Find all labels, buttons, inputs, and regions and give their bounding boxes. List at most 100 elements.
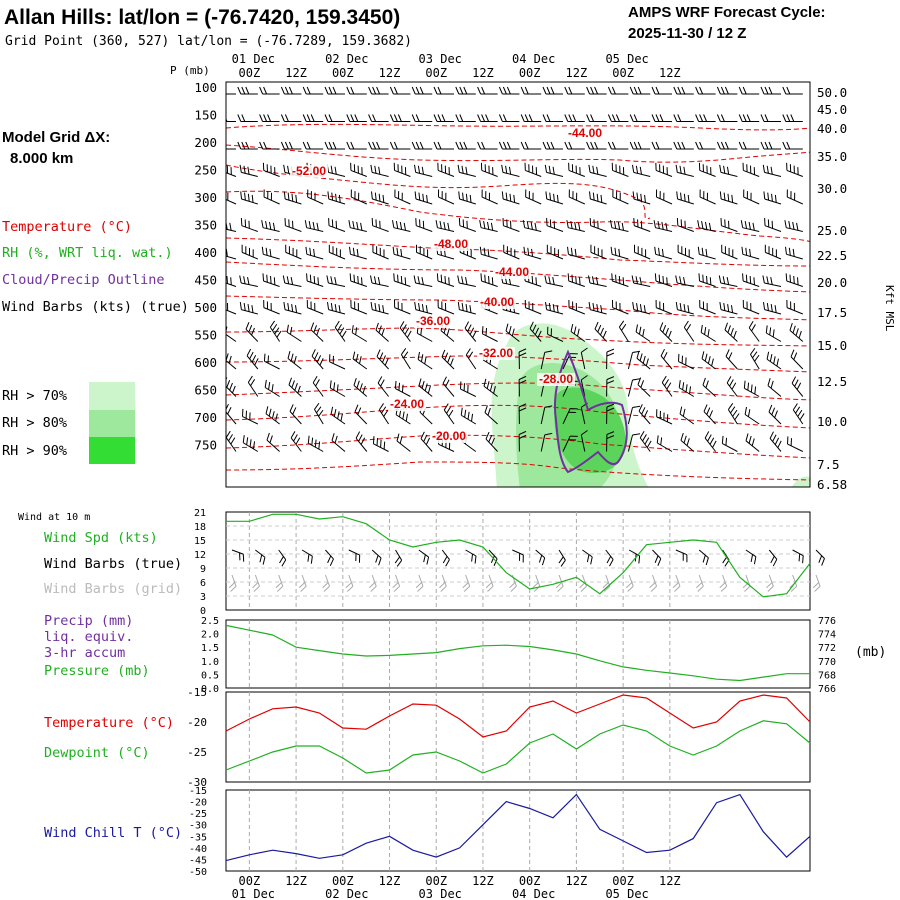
cross-section-frame xyxy=(225,81,811,488)
wind-barb xyxy=(542,114,563,122)
barb-flag xyxy=(485,582,493,589)
barb-flag xyxy=(786,86,791,95)
barb-flag xyxy=(353,164,356,172)
barb-flag xyxy=(252,582,259,589)
wind-barb xyxy=(498,141,520,150)
barb-staff xyxy=(226,280,237,287)
barb-flag xyxy=(472,330,477,338)
barb-flag xyxy=(306,114,311,122)
wind-barb xyxy=(505,323,520,342)
barb-flag xyxy=(350,141,355,150)
bottom-tick-label: 12Z xyxy=(566,874,588,888)
barb-flag xyxy=(423,247,425,256)
barb-flag xyxy=(724,559,730,567)
barb-flag xyxy=(505,192,508,201)
barb-flag xyxy=(221,275,226,283)
barb-flag xyxy=(324,141,329,150)
bottom-tick-label: 00Z xyxy=(519,874,541,888)
barb-flag xyxy=(655,300,657,308)
barb-staff xyxy=(594,328,607,342)
barb-flag xyxy=(706,275,708,284)
wind-barb xyxy=(261,220,280,232)
barb-flag xyxy=(796,382,802,390)
barb-staff xyxy=(441,574,447,587)
barb-flag xyxy=(253,441,256,449)
wind-barb xyxy=(437,162,455,177)
wind-barb xyxy=(237,114,258,122)
barb-staff xyxy=(241,198,258,205)
barb-flag xyxy=(799,413,805,421)
barb-flag xyxy=(526,220,530,229)
barb-flag xyxy=(744,220,748,229)
barb-flag xyxy=(462,582,469,589)
barb-flag xyxy=(416,244,418,253)
barb-staff xyxy=(355,437,368,452)
barb-flag xyxy=(703,191,705,199)
barb-staff xyxy=(328,225,346,232)
barb-flag xyxy=(221,248,226,256)
barb-staff xyxy=(634,251,651,260)
wind-barb xyxy=(812,574,821,592)
barb-flag xyxy=(288,377,293,386)
wind-barb xyxy=(602,574,611,592)
barb-flag xyxy=(686,438,690,446)
barb-flag xyxy=(745,247,748,256)
barb-flag xyxy=(292,247,294,256)
wind-barb xyxy=(767,378,782,397)
wind-barb xyxy=(764,244,782,260)
wind-barb xyxy=(652,549,662,566)
barb-flag xyxy=(556,194,559,203)
barb-flag xyxy=(701,247,704,256)
top-day-label: 03 Dec xyxy=(419,52,462,66)
barb-flag xyxy=(518,375,527,380)
wind-barb xyxy=(750,347,760,370)
barb-flag xyxy=(226,403,229,412)
barb-flag xyxy=(398,382,401,391)
pressure-right-tick-label: 774 xyxy=(818,630,836,641)
barb-flag xyxy=(793,303,795,311)
barb-flag xyxy=(784,220,787,228)
barb-flag xyxy=(751,324,756,332)
barb-flag xyxy=(734,413,740,421)
barb-flag xyxy=(619,165,621,174)
barb-staff xyxy=(437,280,455,287)
barb-flag xyxy=(393,141,398,150)
barb-staff xyxy=(627,352,633,370)
barb-staff xyxy=(562,435,571,452)
barb-staff xyxy=(241,171,258,177)
barb-staff xyxy=(745,574,751,587)
wind-barb xyxy=(720,218,738,232)
wind-barb xyxy=(627,378,641,397)
barb-flag xyxy=(354,114,359,122)
barb-flag xyxy=(743,380,746,389)
barb-flag xyxy=(337,411,340,419)
barb-flag xyxy=(226,353,229,361)
barb-staff xyxy=(633,309,651,315)
pressure-right-tick-label: 768 xyxy=(818,670,836,681)
barb-flag xyxy=(621,323,627,331)
barb-flag xyxy=(289,404,294,412)
wind-barb xyxy=(346,86,367,95)
barb-flag xyxy=(631,275,635,284)
wind-barb xyxy=(672,574,681,592)
kft-tick-label: 30.0 xyxy=(817,181,847,196)
barb-flag xyxy=(782,141,787,150)
barb-flag xyxy=(261,220,264,228)
wind-barb xyxy=(240,191,258,205)
barb-flag xyxy=(370,164,373,173)
barb-staff xyxy=(546,171,564,177)
barb-flag xyxy=(782,86,787,95)
wind-barb xyxy=(355,431,368,452)
barb-flag xyxy=(484,164,486,172)
barb-flag xyxy=(649,582,656,589)
barb-flag xyxy=(659,114,664,122)
barb-flag xyxy=(606,431,615,435)
wind-barb xyxy=(698,273,716,287)
barb-staff xyxy=(418,549,429,558)
barb-flag xyxy=(237,141,242,150)
barb-flag xyxy=(439,220,442,229)
barb-flag xyxy=(323,585,330,592)
barb-flag xyxy=(488,192,490,201)
barb-flag xyxy=(619,192,621,201)
rh70-area-right xyxy=(791,476,810,487)
